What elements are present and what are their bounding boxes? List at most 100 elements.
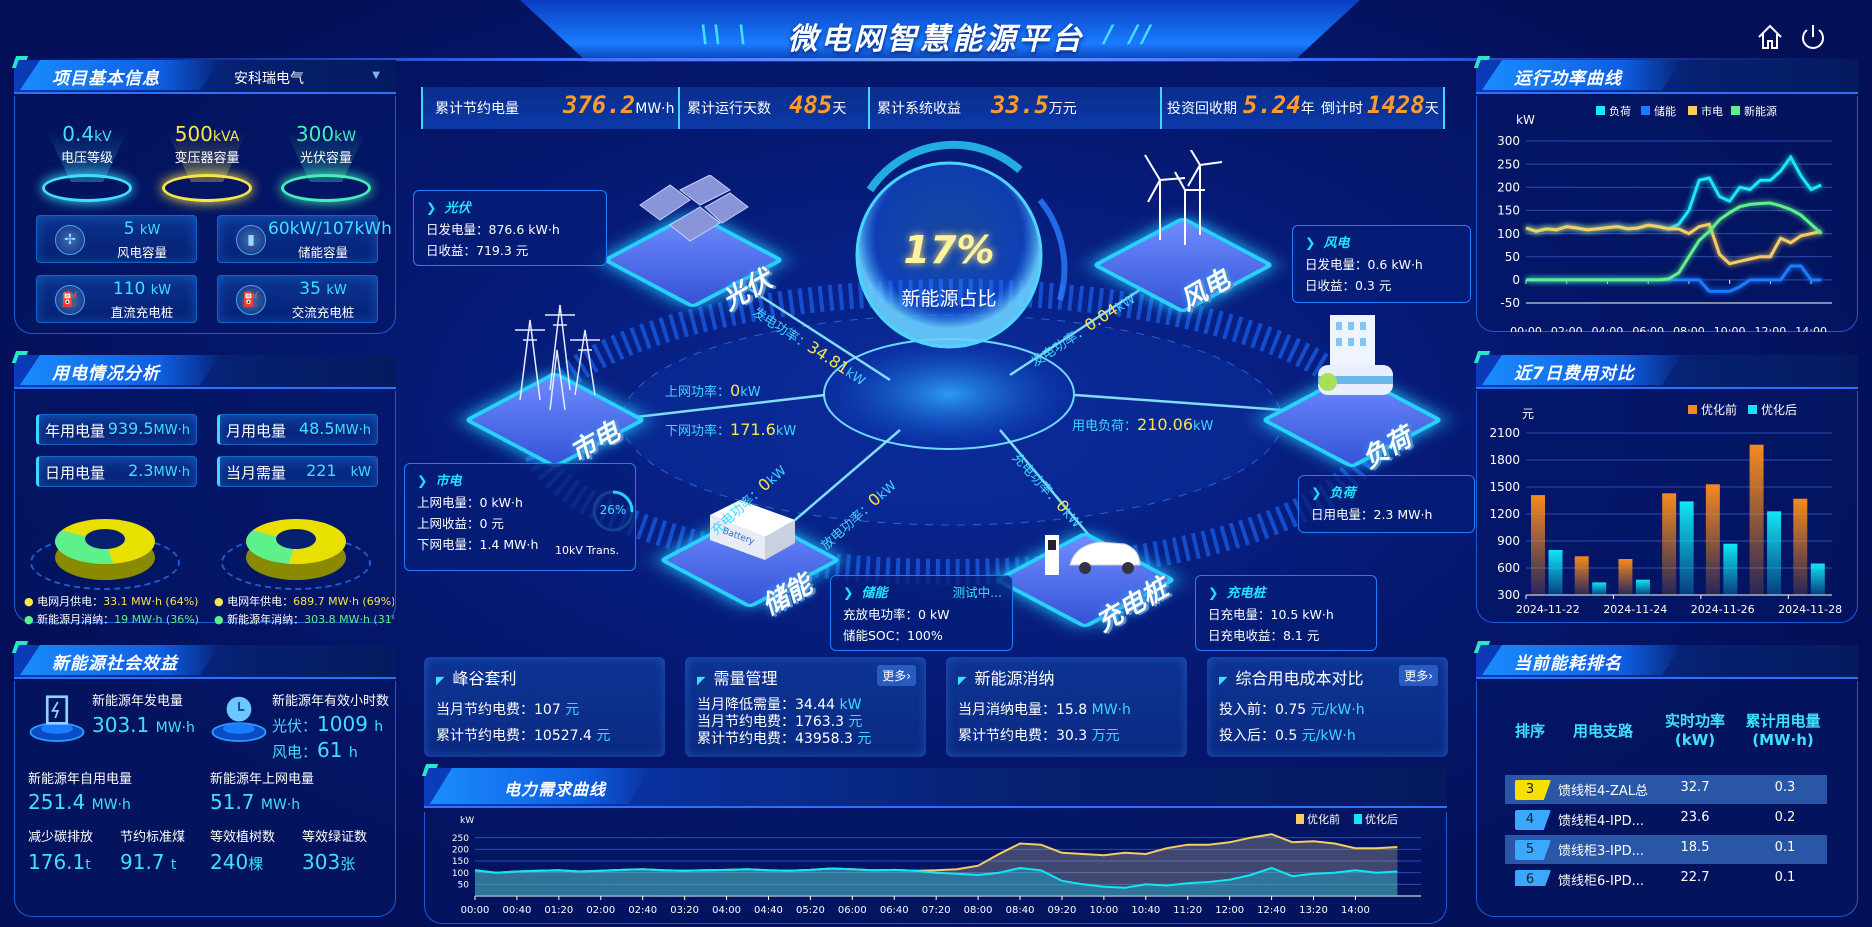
flag-icon: ◤ (1219, 674, 1228, 687)
chevron-down-icon[interactable]: ▼ (372, 70, 380, 81)
gauge-label: 10kV Trans. (555, 544, 619, 557)
hours-unit: h (374, 719, 384, 735)
load-power-value: 210.06 (1137, 415, 1193, 434)
wind-turbine-icon: ✢ (55, 225, 85, 255)
x-tick-label: 14:00 (1795, 325, 1827, 332)
bar-优化后-2024-11-28 (1810, 563, 1825, 595)
usage-value: 939.5 (107, 419, 154, 438)
y-tick-label: 1800 (1489, 453, 1520, 467)
card-row: 累计节约电费：43958.3 元 (697, 731, 872, 747)
legend-swatch (1748, 405, 1757, 414)
legend-swatch (1296, 814, 1304, 824)
demand-chart-header: 电力需求曲线 (421, 764, 1447, 808)
company-select[interactable]: 安科瑞电气 ▼ (234, 68, 384, 88)
donut-legend-item: ● 电网月供电：33.1 MW·h (64%) (24, 595, 199, 608)
kpi-value: 1428 (1367, 91, 1425, 119)
card-title: 峰谷套利 (452, 669, 517, 688)
ranking-row[interactable]: 5 馈线柜3-IPD... 18.5 0.1 (1505, 835, 1827, 864)
y-tick-label: 300 (1497, 588, 1520, 602)
x-tick-label: 00:40 (503, 905, 532, 916)
branch-energy: 0.1 (1774, 840, 1796, 855)
grid-feed-value: 51.7 (210, 790, 255, 814)
x-tick-label: 08:00 (1673, 325, 1705, 332)
x-tick-label: 12:00 (1755, 325, 1787, 332)
usage-label: 月用电量 (226, 422, 287, 440)
usage-box: 当月需量 221 kW (217, 456, 378, 487)
card-row: 投入后：0.5 元/kW·h (1219, 728, 1356, 744)
y-tick-label: 1200 (1489, 507, 1520, 521)
capacity-card: ⛽ 35 kW 交流充电桩 (217, 275, 378, 323)
branch-name: 馈线柜4-IPD... (1558, 814, 1645, 829)
pv-hours-value: 1009 (317, 712, 368, 736)
x-tick-label: 13:20 (1299, 905, 1328, 916)
y-tick-label: 300 (1497, 134, 1520, 148)
usage-header: 用电情况分析 (11, 351, 396, 389)
panel-title: 项目基本信息 (52, 69, 160, 89)
rank-badge: 6 (1515, 870, 1551, 886)
cert-value: 303 (302, 850, 341, 874)
x-tick-label: 14:00 (1341, 905, 1370, 916)
more-button[interactable]: 更多› (1399, 665, 1438, 686)
card-row: 当月节约电费：107 元 (436, 702, 580, 718)
y-tick-label: 900 (1497, 534, 1520, 548)
title-decoration-right: / // (1104, 20, 1155, 48)
rank-badge: 5 (1515, 840, 1551, 860)
x-tick-label: 08:00 (964, 905, 993, 916)
legend-label: 新能源 (1744, 104, 1777, 118)
x-tick-label: 06:00 (1632, 325, 1664, 332)
self-use-unit: MW·h (91, 797, 131, 813)
branch-power: 18.5 (1680, 840, 1710, 855)
kpi-value: 33.5 (991, 91, 1049, 119)
capacity-unit: kW (139, 223, 161, 238)
more-button[interactable]: 更多› (877, 665, 916, 686)
home-icon[interactable] (1755, 22, 1785, 52)
x-tick-label: 01:20 (544, 905, 573, 916)
power-icon[interactable] (1798, 22, 1828, 52)
x-tick-label: 00:00 (461, 905, 490, 916)
grid-feed-label: 新能源年上网电量 (210, 772, 315, 787)
panel-title: 电力需求曲线 (504, 780, 607, 799)
kpi-unit: 天 (832, 101, 847, 117)
capacity-value: 110 (112, 279, 146, 299)
branch-power: 22.7 (1680, 870, 1710, 885)
x-tick-label: 10:00 (1714, 325, 1746, 332)
grid-info-box: ❯ 市电 上网电量：0 kW·h 上网收益：0 元下网电量：1.4 MW·h 26% … (404, 463, 636, 571)
series-line-市电 (1525, 222, 1822, 266)
ev-charger-icon (1045, 535, 1141, 575)
series-line-新能源 (1526, 201, 1823, 282)
usage-value: 2.3 (128, 461, 154, 480)
title-banner (520, 0, 1360, 62)
ranking-row[interactable]: 3 馈线柜4-ZAL总 32.7 0.3 (1505, 775, 1827, 804)
usage-value: 48.5 (298, 419, 335, 438)
tree-unit: 棵 (248, 855, 264, 873)
capacity-value: 35 (299, 279, 321, 299)
clock-icon (211, 696, 267, 742)
coal-value: 91.7 (120, 850, 165, 874)
solar-panel-icon (639, 175, 749, 242)
stat-value: 500 (174, 122, 213, 146)
bar-优化前-2024-11-24 (1618, 559, 1633, 595)
branch-energy: 0.2 (1774, 810, 1796, 825)
y-tick-label: 2100 (1489, 426, 1520, 440)
bar-优化后-2024-11-26 (1723, 543, 1738, 595)
kpi-label: 倒计时 (1321, 101, 1363, 117)
hours-unit: h (348, 745, 358, 761)
card-row: 累计节约电费：10527.4 元 (436, 728, 611, 744)
ranking-row[interactable]: 6 馈线柜6-IPD... 22.7 0.1 (1505, 865, 1827, 886)
y-tick-label: 50 (1505, 250, 1520, 264)
pv-hours-label: 光伏： (272, 717, 318, 735)
usage-unit: MW·h (153, 423, 190, 438)
kpi-value: 5.24 (1243, 91, 1301, 119)
co2-value: 176.1 (28, 850, 86, 874)
usage-value: 221 (306, 461, 337, 480)
cert-unit: 张 (340, 855, 356, 873)
legend-label: 负荷 (1609, 104, 1631, 118)
x-tick-label: 2024-11-26 (1691, 603, 1755, 616)
usage-unit: MW·h (153, 465, 190, 480)
x-tick-label: 06:00 (838, 905, 867, 916)
generation-icon (29, 695, 85, 742)
ranking-row[interactable]: 4 馈线柜4-IPD... 23.6 0.2 (1505, 805, 1827, 834)
project-info-header: 项目基本信息 安科瑞电气 ▼ (11, 56, 396, 94)
benefit-panel (14, 681, 396, 917)
